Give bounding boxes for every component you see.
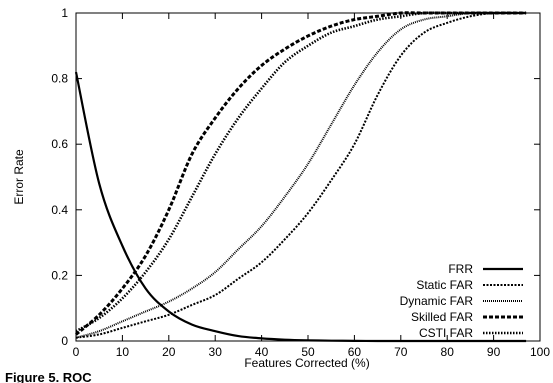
legend-label: Static FAR [416,278,473,292]
series-line-frr [74,71,527,343]
y-tick-label: 0.4 [51,203,68,217]
y-tick-label: 0.2 [51,268,68,282]
x-tick-label: 20 [162,345,176,359]
x-tick-label: 70 [394,345,408,359]
x-tick-label: 40 [255,345,269,359]
x-axis-title: Features Corrected (%) [244,356,369,370]
x-tick-label: 80 [441,345,455,359]
legend-label: FRR [448,262,473,276]
y-tick-label: 0 [61,334,68,348]
series-line-static-far [75,11,527,339]
y-tick-label: 0.8 [51,72,68,86]
series-line-csti-far [75,11,527,333]
legend: FRR Static FAR Dynamic FAR Skilled FAR CSTI … [400,262,523,340]
x-tick-label: 90 [487,345,501,359]
x-tick-label: 50 [301,345,315,359]
x-tick-label: 0 [73,345,80,359]
x-tick-label: 100 [530,345,550,359]
axis-ticks: 0 10 20 30 40 50 60 70 80 90 100 0 0.2 0.4 0.6 0.8 1 [51,6,550,359]
y-tick-label: 0.6 [51,137,68,151]
figure-caption: Figure 5. ROC [5,370,92,383]
series-lines [74,11,527,343]
series-line-skilled-far [75,11,527,336]
y-tick-label: 1 [61,6,68,20]
y-axis-title: Error Rate [12,149,26,205]
legend-label: CSTI FAR [419,326,473,340]
x-tick-label: 30 [209,345,223,359]
x-tick-label: 60 [348,345,362,359]
x-tick-label: 10 [116,345,130,359]
legend-label: Dynamic FAR [400,294,474,308]
legend-label: Skilled FAR [411,310,473,324]
